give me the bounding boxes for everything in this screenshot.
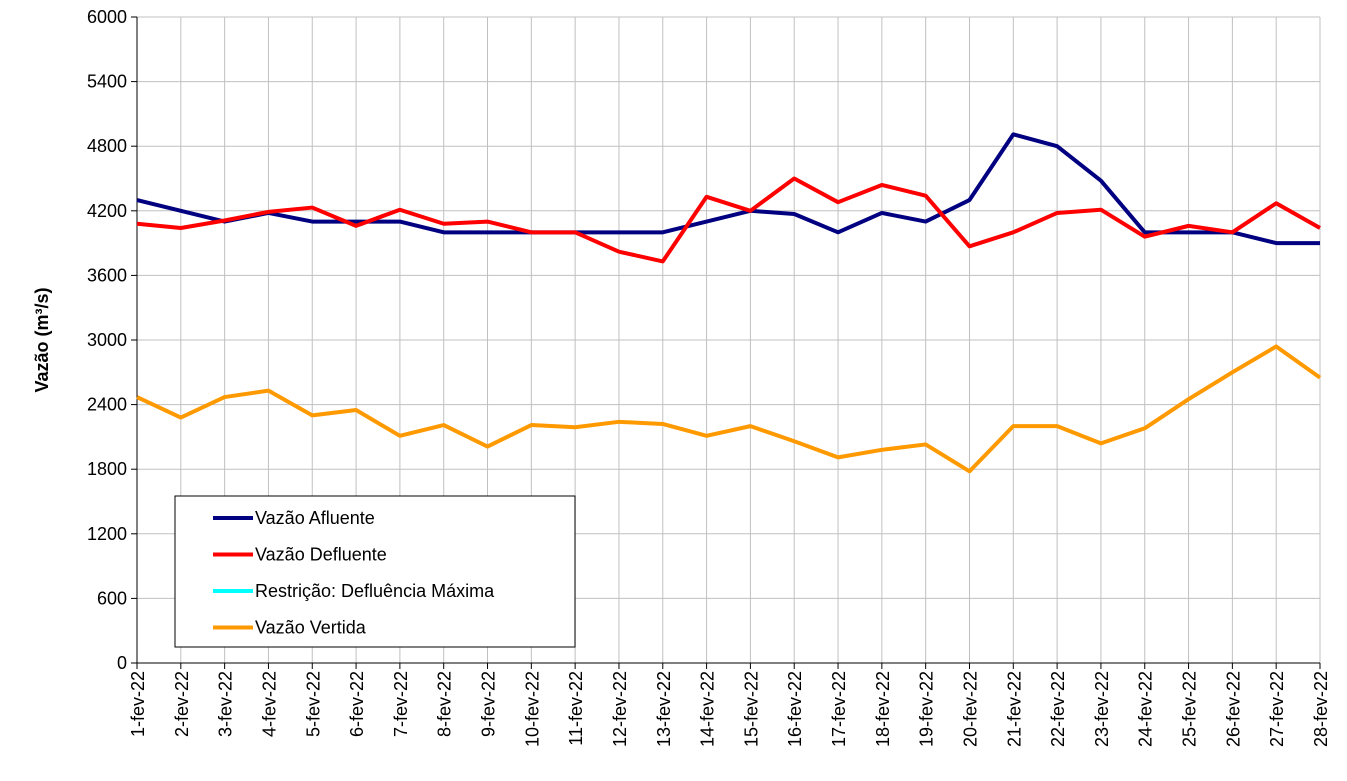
x-tick-label: 8-fev-22 <box>435 671 455 737</box>
y-tick-label: 1800 <box>87 459 127 479</box>
x-tick-label: 13-fev-22 <box>654 671 674 747</box>
series-line <box>136 176 1321 264</box>
y-tick-label: 2400 <box>87 395 127 415</box>
y-tick-label: 1200 <box>87 524 127 544</box>
x-tick-label: 15-fev-22 <box>741 671 761 747</box>
x-tick-label: 20-fev-22 <box>960 671 980 747</box>
y-tick-label: 4200 <box>87 201 127 221</box>
y-axis-label: Vazão (m³/s) <box>32 287 52 392</box>
x-tick-label: 22-fev-22 <box>1048 671 1068 747</box>
x-tick-label: 17-fev-22 <box>829 671 849 747</box>
y-tick-label: 4800 <box>87 136 127 156</box>
x-tick-label: 9-fev-22 <box>479 671 499 737</box>
x-tick-label: 18-fev-22 <box>873 671 893 747</box>
legend-label: Vazão Afluente <box>255 508 375 528</box>
y-tick-label: 6000 <box>87 7 127 27</box>
y-tick-label: 600 <box>97 588 127 608</box>
x-tick-label: 2-fev-22 <box>172 671 192 737</box>
x-tick-label: 4-fev-22 <box>259 671 279 737</box>
x-tick-label: 21-fev-22 <box>1004 671 1024 747</box>
x-tick-label: 24-fev-22 <box>1136 671 1156 747</box>
series-line <box>136 132 1320 246</box>
x-tick-label: 10-fev-22 <box>522 671 542 747</box>
x-tick-label: 5-fev-22 <box>303 671 323 737</box>
legend-label: Restrição: Defluência Máxima <box>255 581 495 601</box>
x-tick-label: 27-fev-22 <box>1267 671 1287 747</box>
x-tick-label: 11-fev-22 <box>566 671 586 746</box>
y-tick-label: 5400 <box>87 72 127 92</box>
legend-label: Vazão Vertida <box>255 618 367 638</box>
x-tick-label: 12-fev-22 <box>610 671 630 747</box>
y-tick-label: 0 <box>117 653 127 673</box>
x-tick-label: 16-fev-22 <box>785 671 805 747</box>
x-tick-label: 25-fev-22 <box>1180 671 1200 747</box>
legend-box <box>174 495 576 648</box>
x-tick-label: 3-fev-22 <box>216 671 236 737</box>
x-tick-label: 6-fev-22 <box>347 671 367 737</box>
x-tick-label: 28-fev-22 <box>1311 671 1331 747</box>
y-tick-label: 3000 <box>87 330 127 350</box>
series-line <box>136 344 1322 474</box>
y-tick-label: 3600 <box>87 265 127 285</box>
legend-label: Vazão Defluente <box>255 545 387 565</box>
x-tick-label: 1-fev-22 <box>128 671 148 737</box>
x-tick-label: 26-fev-22 <box>1223 671 1243 747</box>
x-tick-label: 7-fev-22 <box>391 671 411 737</box>
x-tick-label: 23-fev-22 <box>1092 671 1112 747</box>
x-tick-label: 14-fev-22 <box>698 671 718 747</box>
x-tick-label: 19-fev-22 <box>917 671 937 747</box>
